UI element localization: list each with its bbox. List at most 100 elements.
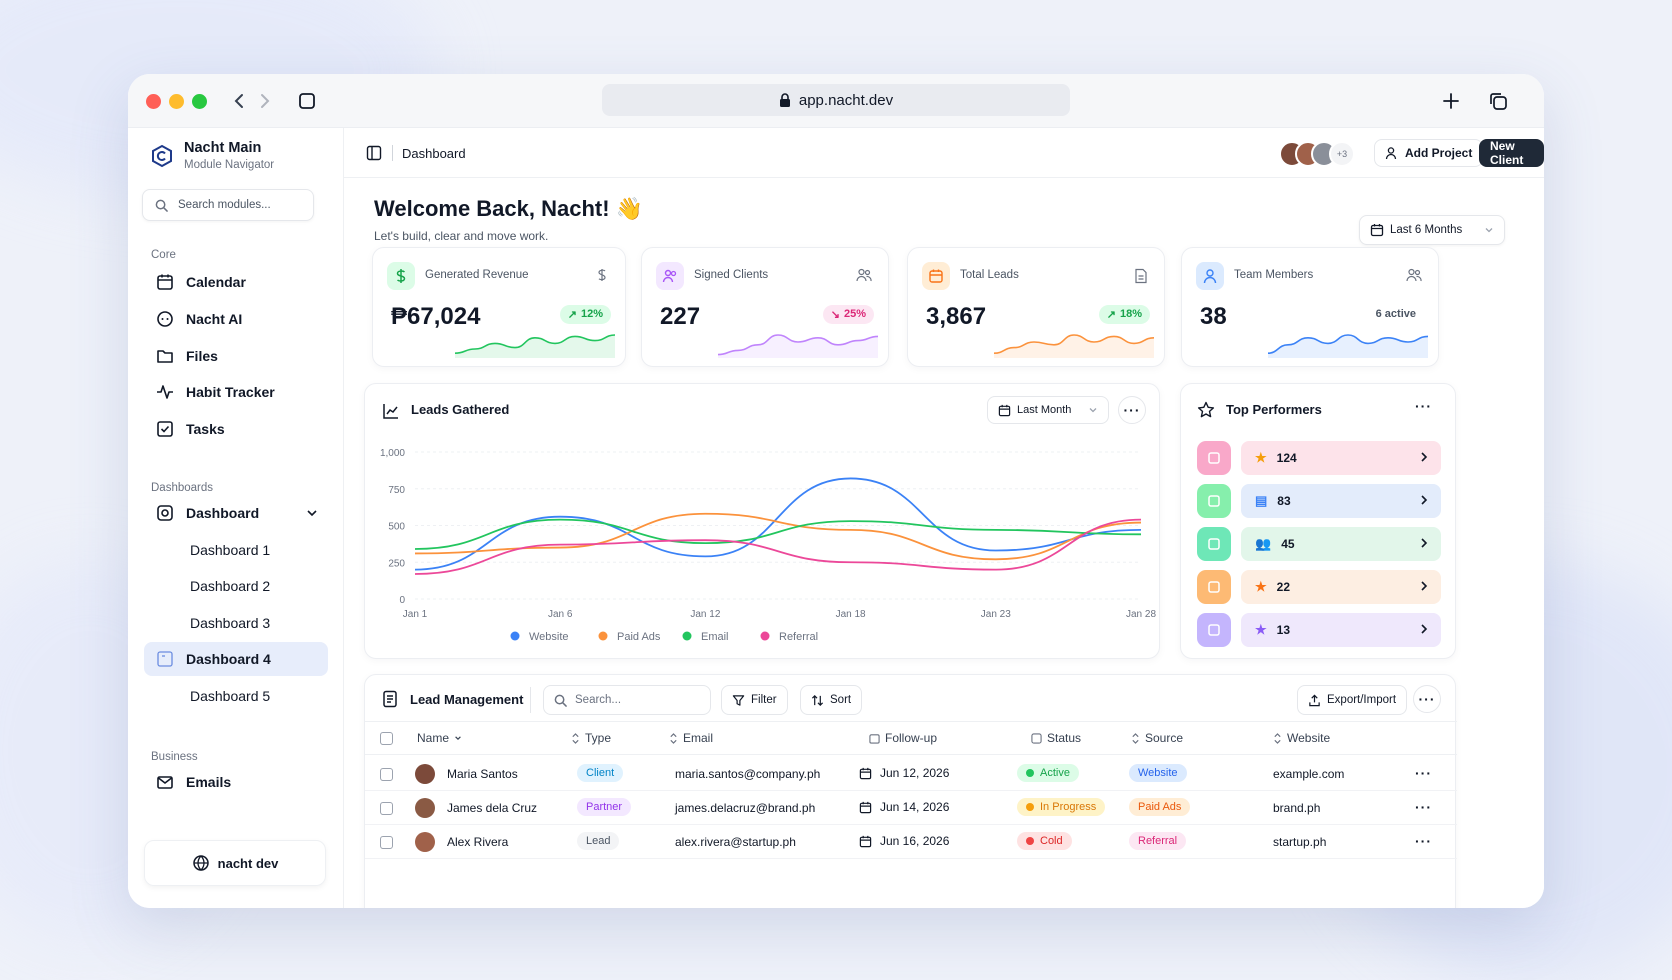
- sidebar-item-label: Dashboard 4: [186, 651, 271, 667]
- column-header-email[interactable]: Email: [669, 731, 713, 745]
- performer-glyph-icon: ★: [1255, 450, 1267, 465]
- table-row[interactable]: Alex Rivera Lead alex.rivera@startup.ph Jun…: [365, 825, 1457, 859]
- legend-label[interactable]: Email: [701, 631, 729, 643]
- chart-range-select[interactable]: Last Month: [987, 396, 1109, 424]
- lead-email[interactable]: james.delacruz@brand.ph: [675, 801, 816, 815]
- sidebar-toggle-icon[interactable]: [294, 88, 320, 114]
- performer-bar[interactable]: ★ 13: [1241, 613, 1441, 647]
- stat-card[interactable]: Signed Clients 227 ↘ 25%: [641, 247, 889, 367]
- performer-row[interactable]: ★ 124: [1197, 441, 1441, 475]
- stat-card[interactable]: Generated Revenue ₱67,024 ↗ 12%: [372, 247, 626, 367]
- title-divider: [530, 687, 531, 713]
- row-checkbox[interactable]: [380, 768, 393, 781]
- sidebar-item-emails[interactable]: Emails: [144, 765, 328, 799]
- back-icon[interactable]: [226, 88, 252, 114]
- lead-website[interactable]: startup.ph: [1273, 835, 1327, 849]
- sort-arrows-icon: [1132, 732, 1139, 744]
- workspace-title[interactable]: Nacht Main: [184, 140, 262, 156]
- url-text: app.nacht.dev: [798, 91, 894, 109]
- legend-label[interactable]: Referral: [779, 631, 818, 643]
- sidebar-item-dashboard-4[interactable]: Dashboard 4: [144, 642, 328, 676]
- chevron-right-icon: [1419, 623, 1429, 638]
- sidebar-item-dashboard-3[interactable]: Dashboard 3: [144, 606, 328, 640]
- add-user-icon: [1385, 147, 1397, 160]
- sidebar-item-dashboard-2[interactable]: Dashboard 2: [144, 569, 328, 603]
- filter-button[interactable]: Filter: [721, 685, 788, 715]
- stat-card[interactable]: Total Leads 3,867 ↗ 18%: [907, 247, 1165, 367]
- column-header-website[interactable]: Website: [1273, 731, 1330, 745]
- column-header-name[interactable]: Name: [417, 731, 462, 745]
- row-checkbox[interactable]: [380, 802, 393, 815]
- date-range-label: Last 6 Months: [1390, 224, 1463, 236]
- legend-label[interactable]: Website: [529, 631, 569, 643]
- sort-button[interactable]: Sort: [800, 685, 863, 715]
- x-tick-label: Jan 18: [836, 609, 866, 620]
- performer-bar[interactable]: ★ 124: [1241, 441, 1441, 475]
- column-header-type[interactable]: Type: [571, 731, 611, 745]
- chart-more-button[interactable]: ···: [1118, 396, 1146, 424]
- performer-bar[interactable]: 👥 45: [1241, 527, 1441, 561]
- performer-bar[interactable]: ▤ 83: [1241, 484, 1441, 518]
- new-tab-icon[interactable]: [1438, 88, 1464, 114]
- performer-row[interactable]: ▤ 83: [1197, 484, 1441, 518]
- row-more-button[interactable]: ···: [1415, 799, 1432, 815]
- export-import-button[interactable]: Export/Import: [1297, 685, 1408, 715]
- address-bar[interactable]: app.nacht.dev: [602, 84, 1070, 116]
- performer-row[interactable]: 👥 45: [1197, 527, 1441, 561]
- forward-icon[interactable]: [252, 88, 278, 114]
- series-line-referral: [414, 518, 1142, 575]
- status-badge: In Progress: [1017, 798, 1106, 816]
- stat-detail-icon: [595, 268, 609, 287]
- select-all-checkbox[interactable]: [380, 732, 393, 745]
- footer-button[interactable]: nacht dev: [144, 840, 326, 886]
- sort-arrows-icon: [572, 732, 579, 744]
- maximize-window-button[interactable]: [192, 94, 207, 109]
- lead-email[interactable]: maria.santos@company.ph: [675, 767, 821, 781]
- table-row[interactable]: Maria Santos Client maria.santos@company.p…: [365, 757, 1457, 791]
- folder-icon: [157, 350, 173, 363]
- breadcrumb[interactable]: Dashboard: [402, 146, 466, 161]
- new-client-button[interactable]: New Client: [1479, 139, 1544, 167]
- sidebar-item-tasks[interactable]: Tasks: [144, 412, 328, 446]
- cell-name: Alex Rivera: [415, 831, 508, 853]
- tabs-overview-icon[interactable]: [1485, 88, 1511, 114]
- performer-bar[interactable]: ★ 22: [1241, 570, 1441, 604]
- table-more-button[interactable]: ···: [1413, 685, 1441, 713]
- module-search[interactable]: Search modules...: [142, 189, 314, 221]
- minimize-window-button[interactable]: [169, 94, 184, 109]
- add-project-button[interactable]: Add Project: [1374, 139, 1484, 167]
- stat-card[interactable]: Team Members 38 6 active: [1181, 247, 1439, 367]
- legend-label[interactable]: Paid Ads: [617, 631, 661, 643]
- row-more-button[interactable]: ···: [1415, 765, 1432, 781]
- close-window-button[interactable]: [146, 94, 161, 109]
- sparkline-area: [718, 335, 878, 358]
- sidebar-item-habit-tracker[interactable]: Habit Tracker: [144, 375, 328, 409]
- sidebar-item-files[interactable]: Files: [144, 339, 328, 373]
- column-header-status[interactable]: Status: [1031, 731, 1081, 745]
- performer-row[interactable]: ★ 13: [1197, 613, 1441, 647]
- status-dot: [1026, 769, 1034, 777]
- row-checkbox[interactable]: [380, 836, 393, 849]
- performers-more-button[interactable]: ···: [1415, 398, 1432, 414]
- table-search-placeholder: Search...: [575, 694, 622, 706]
- sidebar-item-calendar[interactable]: Calendar: [144, 265, 328, 299]
- sidebar-item-dashboard-1[interactable]: Dashboard 1: [144, 533, 328, 567]
- sidebar-item-dashboard[interactable]: Dashboard: [144, 496, 328, 530]
- column-header-source[interactable]: Source: [1131, 731, 1183, 745]
- avatar-group[interactable]: +3: [1279, 141, 1369, 167]
- lead-website[interactable]: example.com: [1273, 767, 1345, 781]
- table-search-input[interactable]: Search...: [543, 685, 711, 715]
- sidebar-item-nacht-ai[interactable]: Nacht AI: [144, 302, 328, 336]
- globe-icon: [192, 855, 209, 871]
- row-more-button[interactable]: ···: [1415, 833, 1432, 849]
- lead-website[interactable]: brand.ph: [1273, 801, 1321, 815]
- column-header-follow-up[interactable]: Follow-up: [869, 731, 937, 745]
- date-range-select[interactable]: Last 6 Months: [1359, 215, 1505, 245]
- performer-row[interactable]: ★ 22: [1197, 570, 1441, 604]
- table-row[interactable]: James dela Cruz Partner james.delacruz@bra…: [365, 791, 1457, 825]
- stat-title: Team Members: [1234, 269, 1314, 281]
- sidebar-item-dashboard-5[interactable]: Dashboard 5: [144, 679, 328, 713]
- panel-toggle-icon[interactable]: [366, 145, 382, 161]
- module-search-placeholder: Search modules...: [178, 199, 271, 211]
- lead-email[interactable]: alex.rivera@startup.ph: [675, 835, 796, 849]
